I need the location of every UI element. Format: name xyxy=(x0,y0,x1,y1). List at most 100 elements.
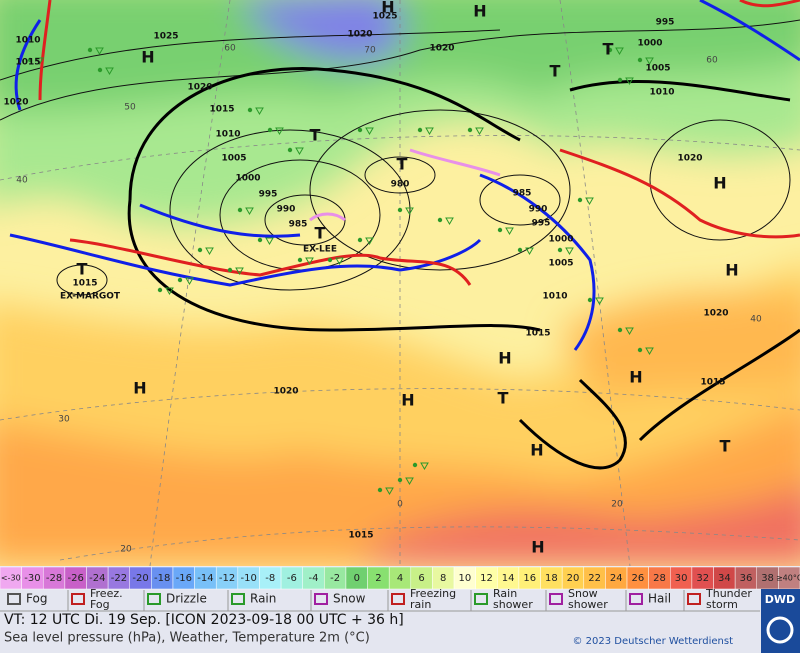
legend-icon xyxy=(314,593,328,605)
isobars xyxy=(0,19,800,296)
grid-label: 40 xyxy=(750,315,762,325)
logo: DWD xyxy=(765,593,795,606)
scale-label: -20 xyxy=(132,573,148,584)
storm-name: EX-MARGOT xyxy=(60,292,121,302)
rain-dot xyxy=(467,127,473,133)
pressure-system: H xyxy=(725,261,738,280)
shower-symbol xyxy=(305,257,314,265)
valid-time: VT: 12 UTC Di. 19 Sep. [ICON 2023-09-18 … xyxy=(4,612,404,628)
rain-dot xyxy=(557,247,563,253)
legend-icon xyxy=(549,593,563,605)
rain-dot xyxy=(417,127,423,133)
legend-label: Fog xyxy=(26,592,47,606)
scale-label: 4 xyxy=(397,573,403,584)
rain-dot xyxy=(517,247,523,253)
rain-dot xyxy=(497,227,503,233)
legend-label: Drizzle xyxy=(166,592,207,606)
rain-dot xyxy=(357,127,363,133)
shower-symbol xyxy=(335,257,344,265)
scale-label: 24 xyxy=(610,573,623,584)
pressure-label: 1015 xyxy=(348,531,373,541)
pressure-label: 1015 xyxy=(209,105,234,115)
shower-symbol xyxy=(205,247,214,255)
shower-symbol xyxy=(255,107,264,115)
pressure-label: 1000 xyxy=(548,235,573,245)
shower-symbol xyxy=(185,277,194,285)
pressure-label: 1010 xyxy=(15,36,40,46)
scale-label: 32 xyxy=(696,573,709,584)
pressure-label: 1025 xyxy=(372,12,397,22)
shower-symbol xyxy=(105,67,114,75)
scale-label: 14 xyxy=(502,573,515,584)
pressure-system: T xyxy=(720,437,731,456)
pressure-system: T xyxy=(315,224,326,243)
shower-symbol xyxy=(625,77,634,85)
rain-dot xyxy=(257,237,263,243)
legend-icon xyxy=(474,593,488,605)
shower-symbol xyxy=(95,47,104,55)
legend-label: Freezing xyxy=(410,587,456,600)
pressure-label: 1015 xyxy=(72,279,97,289)
rain-dot xyxy=(397,477,403,483)
pressure-label: 1020 xyxy=(347,30,372,40)
scale-label: -24 xyxy=(89,573,105,584)
map xyxy=(0,0,800,566)
shower-symbol xyxy=(425,127,434,135)
rain-dot xyxy=(577,197,583,203)
pressure-label: 1020 xyxy=(677,154,702,164)
legend-icon xyxy=(147,593,161,605)
pressure-system: T xyxy=(310,126,321,145)
pressure-label: 1005 xyxy=(548,259,573,269)
legend-label: storm xyxy=(706,598,738,611)
pressure-system: H xyxy=(473,2,486,21)
rain-dot xyxy=(327,257,333,263)
pressure-label: 1005 xyxy=(645,64,670,74)
rain-dot xyxy=(247,107,253,113)
pressure-label: 1000 xyxy=(235,174,260,184)
grid-label: 60 xyxy=(224,44,236,54)
scale-label: -4 xyxy=(309,573,319,584)
rain-dot xyxy=(587,297,593,303)
pressure-system: H xyxy=(498,349,511,368)
rain-dot xyxy=(157,287,163,293)
legend-label: shower xyxy=(568,598,608,611)
storm-name: EX-LEE xyxy=(303,245,337,255)
pressure-label: 1020 xyxy=(273,387,298,397)
shower-symbol xyxy=(365,237,374,245)
shower-symbol xyxy=(475,127,484,135)
pressure-system: T xyxy=(603,40,614,59)
shower-symbol xyxy=(405,207,414,215)
scale-label: 30 xyxy=(675,573,688,584)
scale-label: 22 xyxy=(588,573,601,584)
shower-symbol xyxy=(405,477,414,485)
shower-symbol xyxy=(445,217,454,225)
pressure-label: 995 xyxy=(532,219,551,229)
shower-symbol xyxy=(265,237,274,245)
legend-icon xyxy=(629,593,643,605)
shower-symbol xyxy=(165,287,174,295)
pressure-label: 995 xyxy=(656,18,675,28)
rain-dot xyxy=(267,127,273,133)
scale-label: 28 xyxy=(653,573,666,584)
pressure-label: 1020 xyxy=(187,83,212,93)
rain-dot xyxy=(617,77,623,83)
shower-symbol xyxy=(365,127,374,135)
rain-dot xyxy=(377,487,383,493)
pressure-system: T xyxy=(550,62,561,81)
shower-symbol xyxy=(615,47,624,55)
rain-dot xyxy=(237,207,243,213)
scale-label: -8 xyxy=(265,573,275,584)
rain-dot xyxy=(397,207,403,213)
shower-symbol xyxy=(235,267,244,275)
scale-label: -30 xyxy=(24,573,40,584)
legend-icon xyxy=(391,593,405,605)
scale-label: 0 xyxy=(354,573,360,584)
shower-symbol xyxy=(565,247,574,255)
pressure-label: 990 xyxy=(529,205,548,215)
legend-icon xyxy=(231,593,245,605)
pressure-system: H xyxy=(133,379,146,398)
pressure-system: H xyxy=(713,174,726,193)
pressure-label: 1025 xyxy=(153,32,178,42)
scale-label: 18 xyxy=(545,573,558,584)
